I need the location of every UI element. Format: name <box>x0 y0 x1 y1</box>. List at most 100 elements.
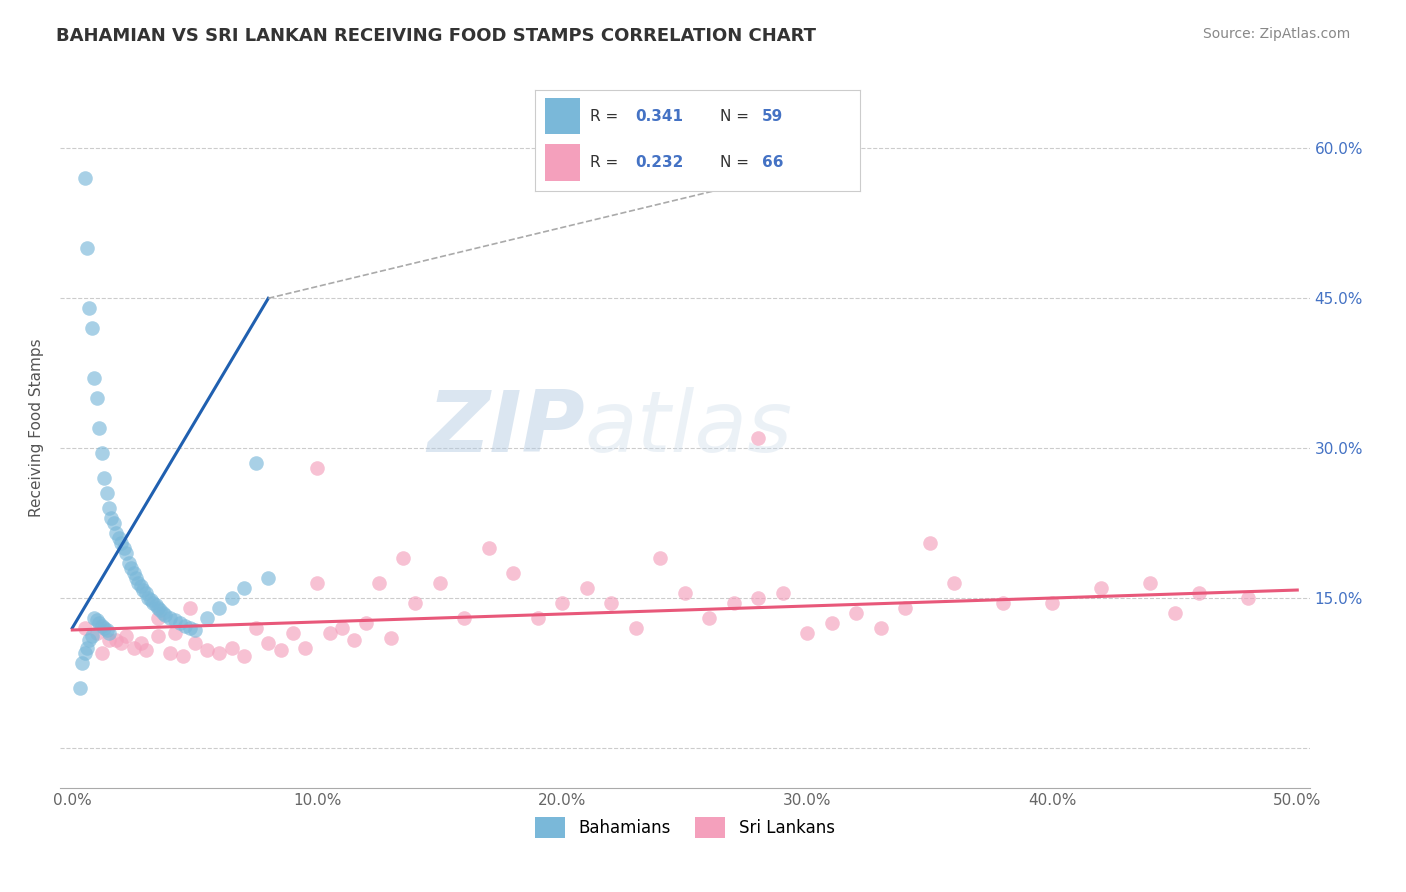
Sri Lankans <box>122 640 145 655</box>
Sri Lankans <box>232 648 254 663</box>
Sri Lankans <box>90 646 112 660</box>
Sri Lankans <box>307 576 329 591</box>
Sri Lankans <box>146 629 169 643</box>
Bahamians <box>146 601 169 615</box>
Sri Lankans <box>894 601 917 615</box>
Sri Lankans <box>1164 606 1187 620</box>
Bahamians <box>139 593 162 607</box>
Bahamians <box>69 681 91 695</box>
Bahamians <box>80 629 103 643</box>
Bahamians <box>89 421 111 435</box>
Legend: Bahamians, Sri Lankans: Bahamians, Sri Lankans <box>529 811 841 844</box>
Sri Lankans <box>478 541 501 555</box>
Bahamians <box>232 581 254 595</box>
Sri Lankans <box>429 576 451 591</box>
Bahamians <box>136 591 159 605</box>
Bahamians <box>155 607 177 622</box>
Sri Lankans <box>502 566 524 580</box>
Bahamians <box>70 656 93 670</box>
Bahamians <box>195 611 218 625</box>
Sri Lankans <box>135 643 157 657</box>
Sri Lankans <box>453 611 475 625</box>
Bahamians <box>169 615 191 630</box>
Sri Lankans <box>624 621 647 635</box>
Sri Lankans <box>575 581 598 595</box>
Sri Lankans <box>146 611 169 625</box>
Sri Lankans <box>159 646 181 660</box>
Bahamians <box>179 621 201 635</box>
Sri Lankans <box>673 586 696 600</box>
Bahamians <box>79 301 101 316</box>
Bahamians <box>89 615 111 630</box>
Sri Lankans <box>86 626 108 640</box>
Bahamians <box>115 546 138 560</box>
Sri Lankans <box>380 631 402 645</box>
Bahamians <box>98 501 121 516</box>
Sri Lankans <box>307 461 329 475</box>
Bahamians <box>149 603 172 617</box>
Sri Lankans <box>993 596 1015 610</box>
Sri Lankans <box>1139 576 1161 591</box>
Sri Lankans <box>845 606 868 620</box>
Sri Lankans <box>115 629 138 643</box>
Sri Lankans <box>747 591 769 605</box>
Bahamians <box>83 371 105 385</box>
Bahamians <box>127 576 149 591</box>
Bahamians <box>96 486 118 500</box>
Sri Lankans <box>73 621 96 635</box>
Bahamians <box>135 586 157 600</box>
Sri Lankans <box>404 596 426 610</box>
Bahamians <box>76 640 98 655</box>
Bahamians <box>98 626 121 640</box>
Bahamians <box>145 598 167 612</box>
Sri Lankans <box>105 632 128 647</box>
Bahamians <box>79 632 101 647</box>
Sri Lankans <box>129 636 152 650</box>
Bahamians <box>93 471 115 485</box>
Bahamians <box>86 613 108 627</box>
Bahamians <box>132 582 155 597</box>
Bahamians <box>122 566 145 580</box>
Bahamians <box>152 606 174 620</box>
Sri Lankans <box>208 646 231 660</box>
Bahamians <box>80 321 103 335</box>
Bahamians <box>90 619 112 633</box>
Sri Lankans <box>318 626 340 640</box>
Text: BAHAMIAN VS SRI LANKAN RECEIVING FOOD STAMPS CORRELATION CHART: BAHAMIAN VS SRI LANKAN RECEIVING FOOD ST… <box>56 27 817 45</box>
Y-axis label: Receiving Food Stamps: Receiving Food Stamps <box>30 339 44 517</box>
Sri Lankans <box>367 576 389 591</box>
Sri Lankans <box>943 576 966 591</box>
Sri Lankans <box>600 596 623 610</box>
Sri Lankans <box>294 640 316 655</box>
Text: Source: ZipAtlas.com: Source: ZipAtlas.com <box>1202 27 1350 41</box>
Bahamians <box>117 556 139 570</box>
Sri Lankans <box>526 611 548 625</box>
Bahamians <box>142 596 165 610</box>
Sri Lankans <box>343 632 366 647</box>
Bahamians <box>174 619 197 633</box>
Bahamians <box>90 446 112 460</box>
Bahamians <box>159 611 181 625</box>
Sri Lankans <box>172 648 194 663</box>
Sri Lankans <box>165 626 187 640</box>
Bahamians <box>129 579 152 593</box>
Bahamians <box>100 511 122 525</box>
Sri Lankans <box>270 643 292 657</box>
Sri Lankans <box>179 601 201 615</box>
Text: ZIP: ZIP <box>427 386 585 470</box>
Sri Lankans <box>257 636 280 650</box>
Sri Lankans <box>1040 596 1063 610</box>
Bahamians <box>86 391 108 405</box>
Sri Lankans <box>392 551 415 566</box>
Sri Lankans <box>551 596 574 610</box>
Sri Lankans <box>697 611 720 625</box>
Bahamians <box>184 623 207 637</box>
Sri Lankans <box>281 626 304 640</box>
Sri Lankans <box>98 632 121 647</box>
Bahamians <box>73 171 96 186</box>
Bahamians <box>120 561 142 575</box>
Sri Lankans <box>1090 581 1112 595</box>
Sri Lankans <box>195 643 218 657</box>
Sri Lankans <box>772 586 794 600</box>
Sri Lankans <box>747 431 769 445</box>
